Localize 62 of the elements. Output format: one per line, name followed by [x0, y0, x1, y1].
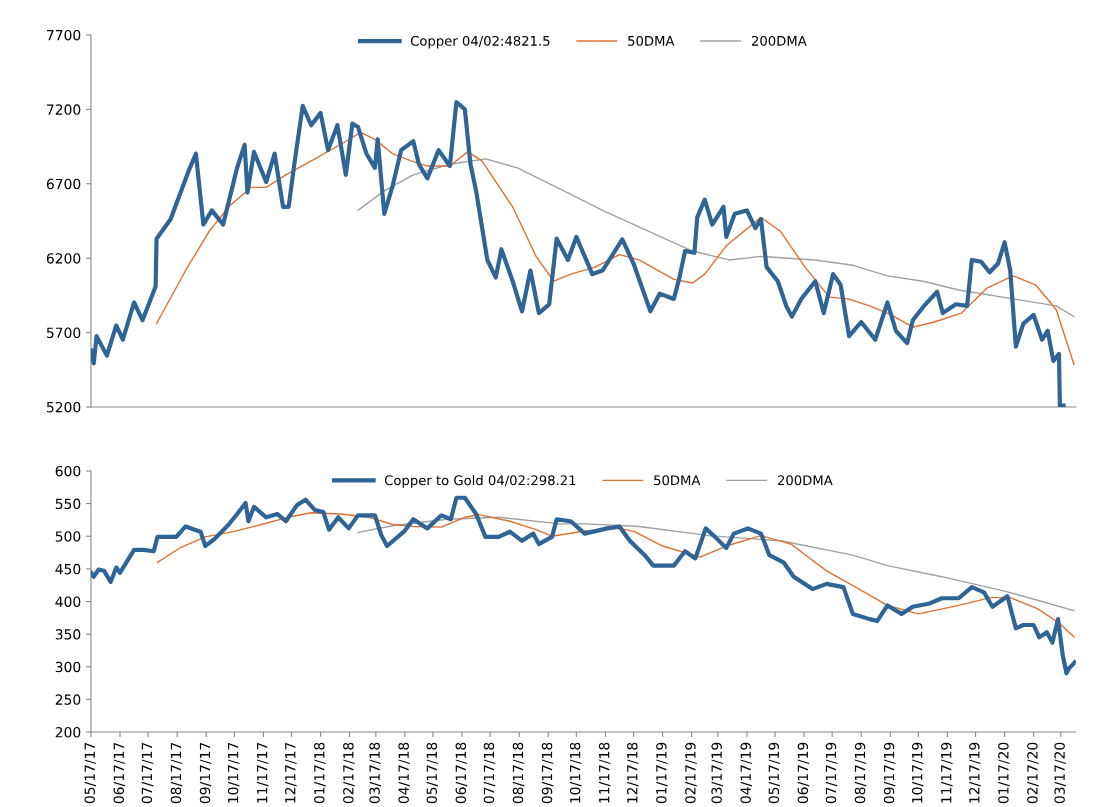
- x-tick-label: 09/17/17: [199, 742, 212, 804]
- line-series: [357, 516, 1075, 612]
- x-tick-label: 07/17/18: [483, 742, 496, 804]
- x-tick-label: 09/17/18: [541, 742, 554, 804]
- line-series: [155, 131, 1075, 366]
- legend-label: 200DMA: [777, 475, 833, 486]
- x-tick-label: 10/17/19: [911, 742, 924, 803]
- x-tick-label: 01/17/18: [314, 742, 326, 804]
- y-tick-label: 500: [55, 531, 81, 542]
- line-series: [90, 495, 1076, 676]
- x-tick-label: 06/17/17: [113, 742, 126, 804]
- x-tick-label: 02/17/19: [685, 742, 697, 804]
- x-tick-label: 06/17/18: [455, 742, 468, 804]
- x-tick-label: 04/17/18: [398, 742, 410, 804]
- x-tick-label: 02/17/18: [343, 742, 355, 804]
- legend-label: Copper 04/02:4821.5: [410, 35, 550, 49]
- x-tick-label: 12/17/18: [627, 742, 639, 803]
- x-tick-label: 10/17/18: [569, 742, 582, 803]
- y-tick-label: 450: [55, 563, 81, 575]
- y-tick-label: 7700: [47, 29, 81, 41]
- x-tick-label: 08/17/17: [170, 742, 183, 804]
- x-tick-label: 09/17/19: [883, 742, 896, 804]
- x-tick-label: 03/17/18: [369, 742, 381, 804]
- legend-label: 50DMA: [628, 35, 675, 46]
- y-tick-label: 250: [55, 694, 81, 705]
- x-tick-label: 12/17/19: [969, 742, 981, 803]
- y-tick-label: 6200: [46, 253, 81, 264]
- y-tick-label: 7200: [47, 104, 81, 115]
- x-tick-label: 11/17/18: [598, 742, 611, 803]
- legend-label: 200DMA: [751, 35, 807, 46]
- line-series: [156, 512, 1075, 638]
- y-tick-label: 5200: [46, 401, 81, 413]
- x-tick-label: 05/17/17: [84, 742, 97, 804]
- x-tick-label: 02/17/20: [1027, 742, 1039, 804]
- y-tick-label: 600: [55, 465, 81, 477]
- line-series: [357, 158, 1075, 318]
- x-tick-label: 08/17/19: [854, 742, 867, 804]
- x-tick-label: 10/17/17: [227, 742, 240, 803]
- x-tick-label: 05/17/18: [426, 742, 439, 804]
- legend-label: Copper to Gold 04/02:298.21: [384, 475, 576, 488]
- x-tick-label: 08/17/18: [512, 742, 525, 804]
- x-tick-label: 11/17/17: [257, 742, 269, 803]
- x-tick-label: 01/17/19: [656, 742, 668, 804]
- x-tick-label: 11/17/19: [940, 742, 953, 803]
- x-tick-label: 07/17/17: [141, 742, 154, 804]
- x-tick-label: 04/17/19: [740, 742, 753, 804]
- y-tick-label: 200: [55, 727, 81, 738]
- y-tick-label: 400: [55, 596, 81, 607]
- line-series: [90, 100, 1066, 407]
- x-tick-label: 07/17/19: [825, 742, 838, 804]
- x-tick-label: 06/17/19: [797, 742, 810, 804]
- x-tick-label: 03/17/19: [711, 742, 723, 804]
- x-tick-label: 01/17/20: [998, 742, 1010, 804]
- x-tick-label: 05/17/19: [768, 742, 781, 804]
- legend-label: 50DMA: [654, 475, 701, 486]
- y-tick-label: 350: [55, 629, 81, 640]
- x-tick-label: 03/17/20: [1054, 742, 1066, 804]
- y-tick-label: 300: [55, 661, 81, 673]
- x-tick-label: 12/17/17: [285, 742, 297, 803]
- y-tick-label: 6700: [46, 178, 81, 190]
- y-tick-label: 5700: [46, 327, 81, 339]
- y-tick-label: 550: [55, 498, 81, 510]
